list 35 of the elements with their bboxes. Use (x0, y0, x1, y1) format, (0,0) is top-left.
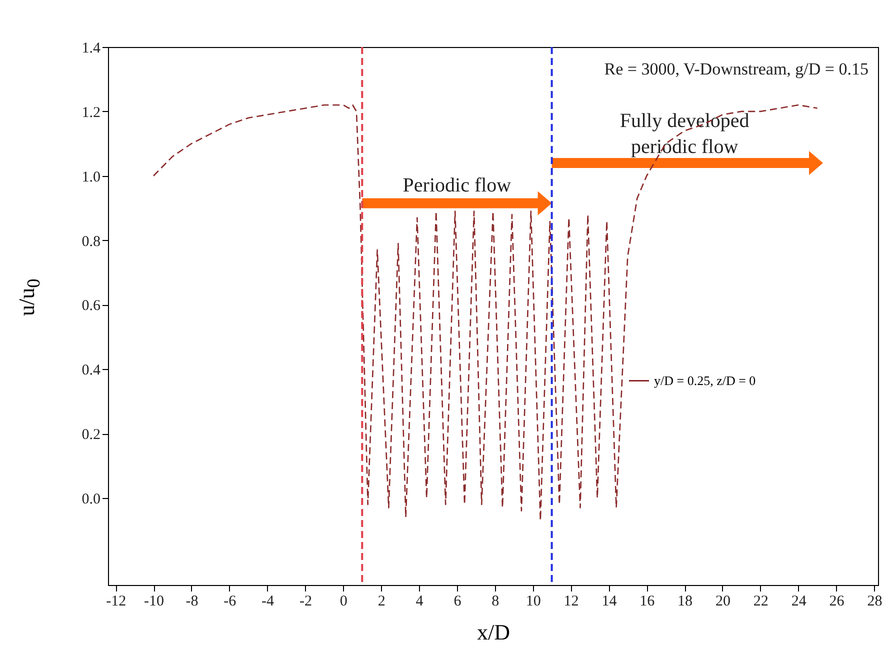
x-tick-label: -6 (224, 594, 237, 610)
x-tick-label: -4 (262, 594, 275, 610)
x-tick-label: -2 (299, 594, 312, 610)
y-tick-label: 1.4 (82, 40, 101, 56)
x-axis-title: x/D (477, 620, 510, 644)
y-tick-label: 0.8 (82, 234, 100, 250)
y-tick-label: 0.4 (82, 362, 101, 379)
annotation: Re = 3000, V-Downstream, g/D = 0.15 (604, 60, 869, 79)
x-tick-label: 0 (340, 594, 348, 610)
annotation: Periodic flow (402, 174, 512, 197)
y-tick-label: 0.6 (82, 298, 101, 314)
x-tick-label: 6 (454, 594, 462, 610)
x-tick-label: -10 (144, 594, 164, 610)
x-tick-label: 4 (416, 594, 424, 610)
x-tick-label: 18 (678, 594, 693, 610)
y-tick-label: 1.2 (82, 104, 100, 121)
legend-label: y/D = 0.25, z/D = 0 (654, 372, 756, 388)
x-tick-label: 12 (564, 594, 579, 610)
x-tick-label: -12 (106, 594, 126, 610)
y-tick-label: 0.2 (82, 427, 100, 444)
x-tick-label: 20 (715, 594, 730, 610)
line-series (152, 104, 818, 522)
x-tick-label: 22 (753, 594, 768, 610)
x-tick-label: 28 (867, 594, 882, 610)
x-tick-label: 26 (829, 594, 845, 610)
x-tick-label: 14 (602, 594, 618, 610)
y-tick-label: 1.0 (82, 169, 100, 186)
x-tick-label: 10 (526, 594, 541, 610)
x-tick-label: 8 (492, 594, 500, 610)
y-tick-label: 0.0 (82, 492, 100, 508)
x-tick-label: 2 (378, 594, 386, 610)
x-tick-label: 24 (791, 594, 807, 610)
annotation: Fully developed periodic flow (620, 110, 750, 158)
x-tick-label: 16 (640, 594, 656, 610)
x-tick-label: -8 (186, 594, 198, 610)
